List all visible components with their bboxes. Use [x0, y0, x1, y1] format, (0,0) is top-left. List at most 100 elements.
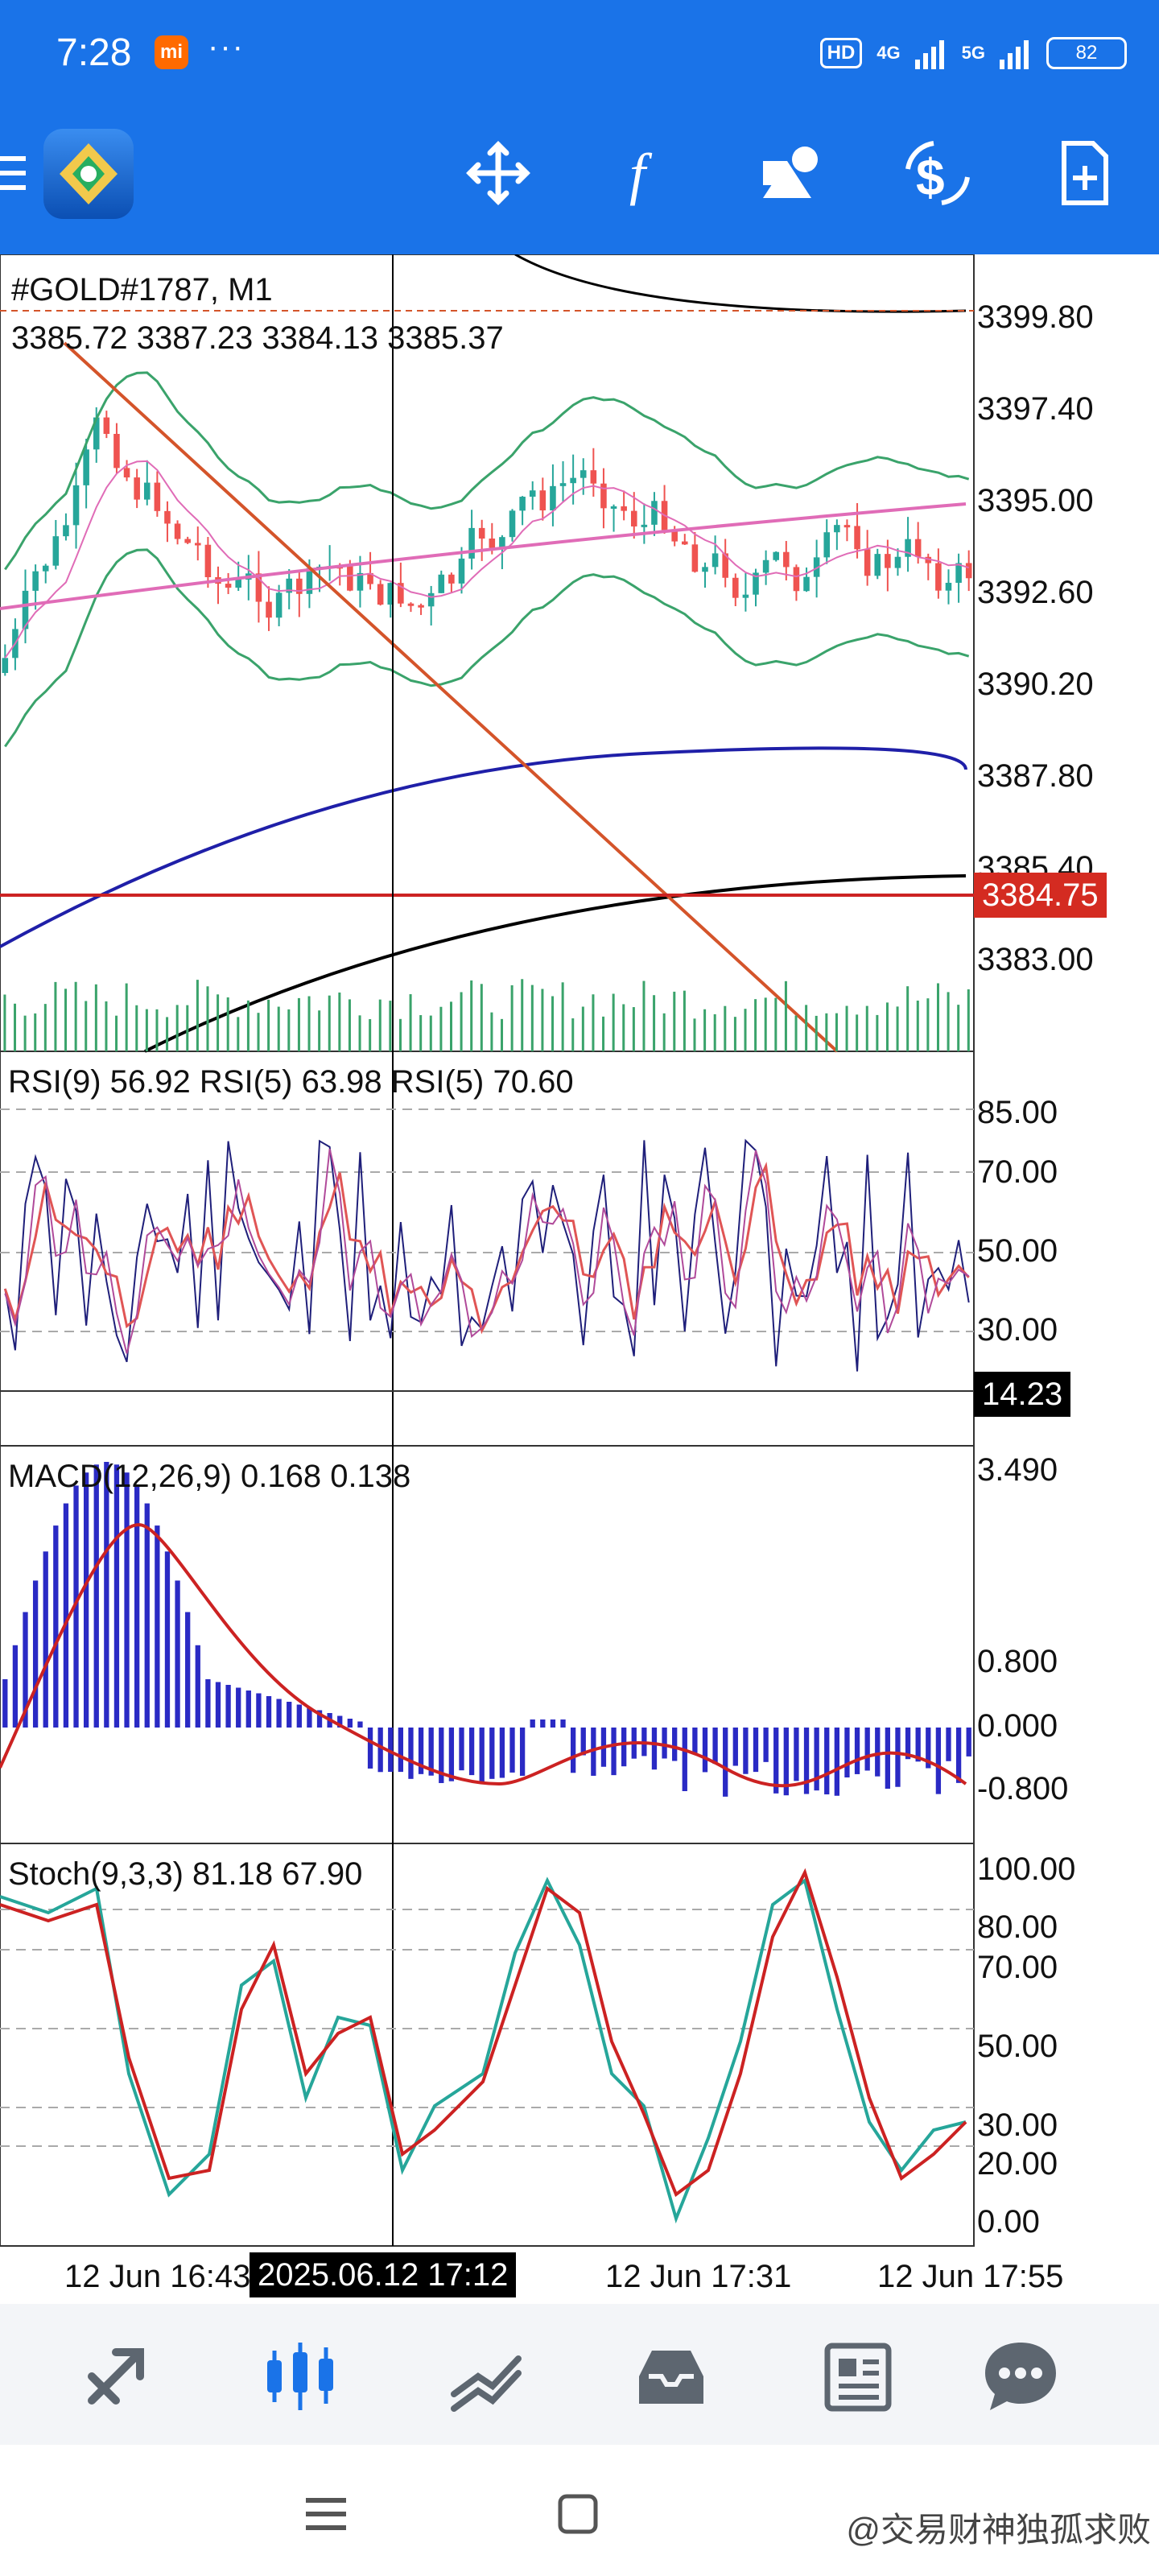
candle-body — [783, 551, 790, 568]
status-time: 7:28 — [56, 31, 132, 74]
time-tick: 12 Jun 17:55 — [877, 2259, 1064, 2294]
stoch-tick: 0.00 — [977, 2204, 1040, 2240]
quotes-icon[interactable] — [76, 2336, 156, 2417]
volume-bar — [957, 1005, 960, 1051]
macd-histogram-bar — [895, 1728, 901, 1787]
macd-histogram-bar — [732, 1728, 738, 1766]
macd-histogram-bar — [245, 1690, 251, 1728]
volume-bar — [378, 999, 382, 1051]
candle-body — [955, 563, 962, 583]
volume-bar — [267, 999, 270, 1051]
more-notifications-icon: ··· — [208, 29, 245, 64]
objects-icon[interactable] — [755, 137, 827, 209]
macd-histogram-bar — [113, 1464, 120, 1728]
macd-histogram-bar — [662, 1728, 667, 1759]
chat-icon[interactable] — [980, 2336, 1061, 2417]
macd-histogram-bar — [712, 1728, 718, 1765]
macd-histogram-bar — [225, 1685, 231, 1728]
menu-icon[interactable] — [0, 153, 29, 193]
volume-bar — [744, 1009, 747, 1051]
volume-bar — [622, 1004, 625, 1051]
volume-bar — [460, 992, 463, 1051]
candle-body — [509, 510, 516, 538]
macd-histogram-bar — [428, 1728, 434, 1776]
macd-histogram-bar — [834, 1728, 839, 1796]
recents-menu-icon[interactable] — [306, 2495, 348, 2533]
macd-histogram-bar — [43, 1551, 48, 1728]
macd-tick: -0.800 — [977, 1771, 1069, 1806]
volume-bar — [724, 1005, 727, 1051]
candle-body — [347, 566, 353, 591]
macd-histogram-bar — [296, 1704, 302, 1728]
svg-text:f: f — [629, 142, 653, 206]
volume-bar — [865, 1005, 868, 1051]
macd-histogram-bar — [824, 1728, 830, 1795]
macd-histogram-bar — [63, 1503, 69, 1728]
candle-body — [732, 577, 739, 598]
history-icon[interactable] — [631, 2336, 711, 2417]
candle-body — [702, 567, 708, 572]
home-icon[interactable] — [557, 2493, 599, 2535]
macd-title: MACD(12,26,9) 0.168 0.138 — [8, 1459, 411, 1494]
macd-histogram-bar — [134, 1485, 140, 1728]
crosshair-move-icon[interactable] — [462, 137, 534, 209]
volume-bar — [287, 1009, 291, 1051]
signal-icon — [914, 40, 944, 69]
volume-bar — [845, 1005, 848, 1051]
volume-bar — [369, 1018, 372, 1051]
volume-bar — [551, 996, 555, 1051]
volume-bar — [947, 992, 950, 1051]
trade-icon[interactable] — [446, 2336, 526, 2417]
stoch-tick: 100.00 — [977, 1852, 1076, 1887]
trendline — [63, 341, 839, 1053]
price-tick: 3383.00 — [977, 942, 1094, 977]
volume-bar — [642, 980, 645, 1051]
cursor-time-label: 2025.06.12 17:12 — [250, 2252, 517, 2297]
volume-bar — [561, 982, 564, 1051]
mi-notification-icon: mi — [155, 35, 188, 69]
macd-histogram-bar — [651, 1728, 658, 1770]
candle-body — [468, 527, 475, 559]
candle-body — [823, 532, 831, 558]
macd-histogram-bar — [93, 1464, 99, 1728]
status-indicators: HD 4G 5G 82 — [819, 34, 1127, 72]
macd-histogram-bar — [388, 1728, 394, 1773]
volume-bar — [246, 1000, 250, 1051]
volume-bar — [43, 1004, 47, 1051]
volume-bar — [186, 1005, 189, 1051]
macd-histogram-bar — [814, 1728, 819, 1791]
candle-body — [184, 539, 191, 543]
chart-area[interactable]: #GOLD#1787, M1 3385.72 3387.23 3384.13 3… — [0, 254, 1159, 2304]
rsi-line-1 — [4, 1138, 970, 1372]
macd-histogram-bar — [753, 1728, 759, 1773]
price-tick: 3395.00 — [977, 483, 1094, 518]
function-icon[interactable]: f — [608, 137, 681, 209]
chart-icon[interactable] — [261, 2336, 341, 2417]
candle-body — [478, 527, 485, 539]
new-order-icon[interactable] — [1048, 137, 1120, 209]
volume-bar — [501, 1018, 504, 1051]
macd-histogram-bar — [611, 1728, 617, 1776]
volume-bar — [581, 1006, 584, 1051]
candle-body — [32, 571, 39, 591]
volume-bar — [835, 1013, 838, 1051]
volume-bar — [389, 1001, 392, 1051]
volume-bar — [145, 1009, 148, 1051]
rsi-title: RSI(9) 56.92 RSI(5) 63.98 RSI(5) 70.60 — [8, 1064, 574, 1100]
trade-icon[interactable]: $ — [901, 137, 974, 209]
stoch-tick: 80.00 — [977, 1909, 1058, 1945]
macd-histogram-bar — [844, 1728, 850, 1777]
macd-histogram-bar — [783, 1728, 789, 1796]
candle-body — [357, 572, 364, 591]
candle-body — [641, 524, 648, 527]
chart-canvas[interactable] — [0, 254, 1159, 2304]
macd-histogram-bar — [591, 1728, 596, 1776]
candle-body — [123, 468, 130, 478]
volume-bar — [94, 984, 97, 1051]
candle-body — [52, 536, 60, 566]
news-icon[interactable] — [816, 2336, 897, 2417]
candle-body — [499, 537, 505, 548]
volume-bar — [115, 1015, 118, 1051]
battery-icon: 82 — [1046, 37, 1127, 69]
app-logo[interactable] — [43, 129, 134, 219]
